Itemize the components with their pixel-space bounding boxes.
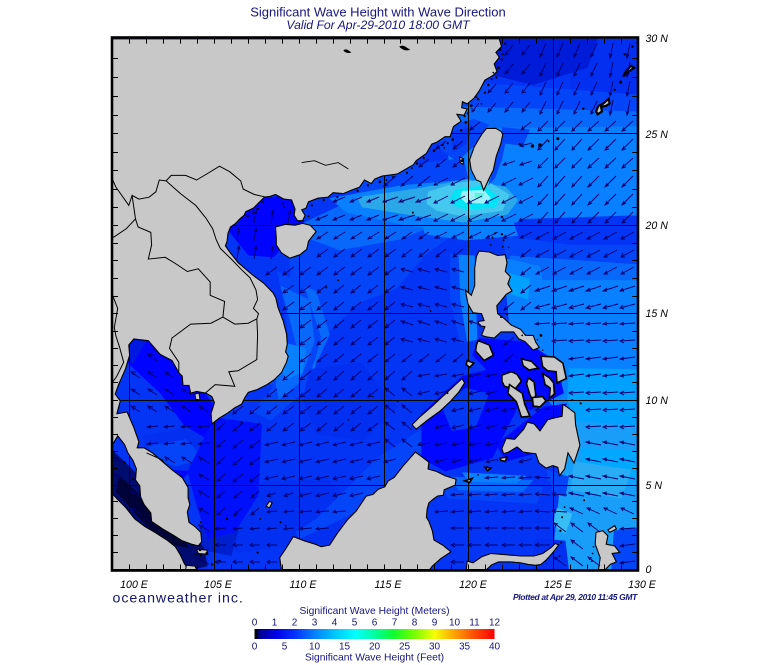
svg-text:10: 10: [449, 618, 461, 629]
svg-text:2: 2: [292, 618, 298, 629]
svg-text:35: 35: [459, 642, 471, 653]
svg-text:5: 5: [282, 642, 288, 653]
svg-text:12: 12: [489, 618, 501, 629]
svg-text:15: 15: [339, 642, 351, 653]
svg-text:15 N: 15 N: [646, 308, 669, 320]
svg-text:6: 6: [372, 618, 378, 629]
svg-text:115 E: 115 E: [375, 579, 403, 591]
svg-text:11: 11: [469, 618, 480, 629]
svg-text:0: 0: [252, 642, 258, 653]
svg-text:125 E: 125 E: [544, 579, 573, 591]
svg-text:10 N: 10 N: [646, 395, 669, 407]
svg-text:40: 40: [489, 642, 501, 653]
svg-text:0: 0: [252, 618, 258, 629]
svg-text:Valid For Apr-29-2010 18:00 GM: Valid For Apr-29-2010 18:00 GMT: [286, 18, 471, 32]
svg-text:25: 25: [399, 642, 411, 653]
svg-text:8: 8: [412, 618, 418, 629]
svg-text:5: 5: [352, 618, 358, 629]
svg-text:7: 7: [392, 618, 398, 629]
svg-text:4: 4: [332, 618, 338, 629]
svg-text:100 E: 100 E: [120, 579, 149, 591]
svg-text:9: 9: [432, 618, 438, 629]
svg-text:10: 10: [309, 642, 321, 653]
svg-text:20: 20: [369, 642, 381, 653]
svg-text:oceanweather inc.: oceanweather inc.: [113, 591, 244, 607]
svg-text:Plotted at Apr 29, 2010 11:45: Plotted at Apr 29, 2010 11:45 GMT: [513, 592, 638, 602]
svg-text:130 E: 130 E: [628, 579, 657, 591]
svg-text:105 E: 105 E: [204, 579, 233, 591]
svg-text:30: 30: [429, 642, 441, 653]
svg-text:3: 3: [312, 618, 318, 629]
svg-text:5 N: 5 N: [646, 480, 663, 492]
svg-text:110 E: 110 E: [290, 579, 318, 591]
svg-text:0: 0: [646, 564, 652, 576]
svg-text:1: 1: [272, 618, 278, 629]
svg-text:Significant Wave Height with W: Significant Wave Height with Wave Direct…: [250, 5, 506, 20]
svg-text:30 N: 30 N: [646, 33, 669, 45]
svg-text:Significant Wave Height (Meter: Significant Wave Height (Meters): [299, 606, 449, 617]
svg-text:120 E: 120 E: [459, 579, 488, 591]
svg-text:25 N: 25 N: [645, 129, 669, 141]
svg-text:20 N: 20 N: [645, 220, 669, 232]
svg-text:Significant Wave Height (Feet): Significant Wave Height (Feet): [305, 653, 444, 664]
